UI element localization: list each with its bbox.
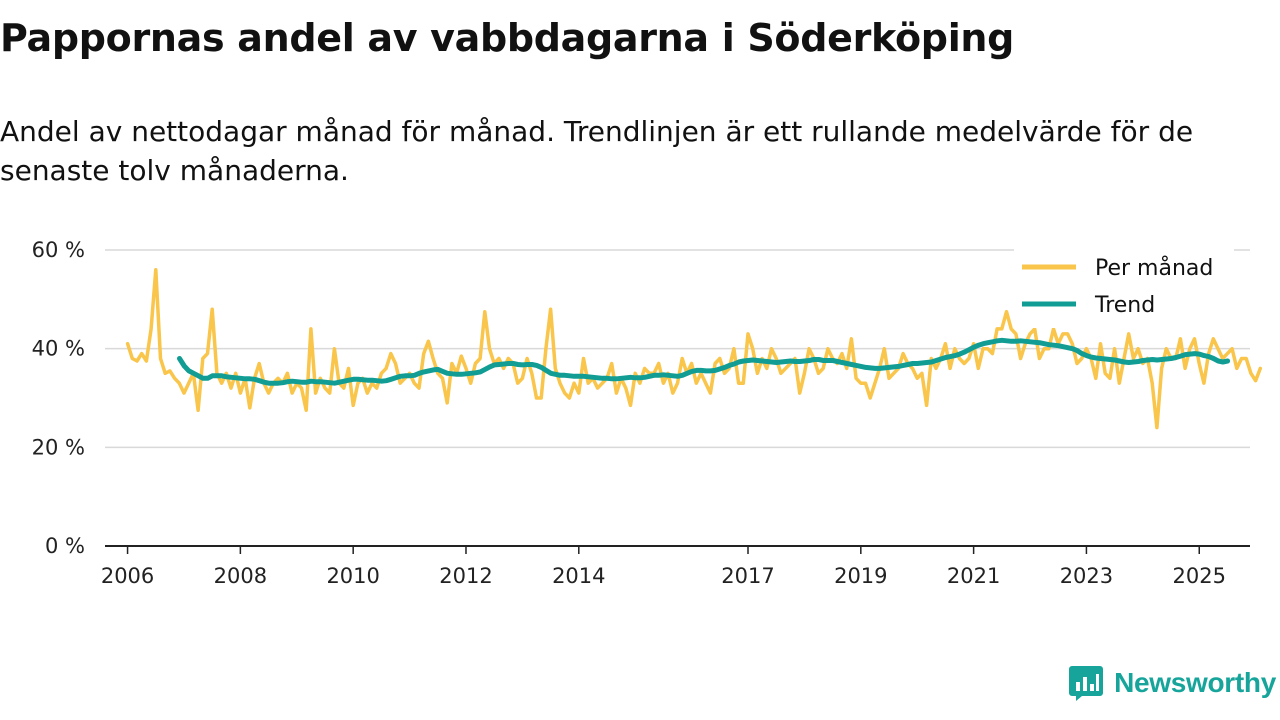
- x-tick-label: 2010: [326, 564, 379, 588]
- page-title: Pappornas andel av vabbdagarna i Söderkö…: [0, 16, 1015, 60]
- x-tick-label: 2006: [101, 564, 154, 588]
- x-tick-label: 2017: [721, 564, 774, 588]
- x-tick-label: 2023: [1060, 564, 1113, 588]
- series-line-trend: [177, 337, 1231, 386]
- legend-background: [1014, 246, 1234, 328]
- line-chart: 0 % 20 % 40 % 60 % 2006 2008 2010 2012 2014 2017…: [32, 238, 1263, 588]
- x-tick-label: 2019: [834, 564, 887, 588]
- x-tick-label: 2014: [552, 564, 605, 588]
- x-tick-label: 2021: [947, 564, 1000, 588]
- y-axis-ticks: 0 % 20 % 40 % 60 %: [32, 238, 85, 558]
- y-tick-label: 40 %: [32, 337, 85, 361]
- x-axis-ticks: 2006 2008 2010 2012 2014 2017 2019 2021 2023 2025: [101, 546, 1226, 588]
- brand-name: Newsworthy: [1114, 667, 1276, 698]
- x-tick-label: 2008: [214, 564, 267, 588]
- legend: Per månad Trend: [1014, 246, 1234, 328]
- y-tick-label: 20 %: [32, 435, 85, 459]
- legend-label-trend: Trend: [1094, 293, 1155, 318]
- brand-logo: Newsworthy: [1068, 664, 1276, 702]
- y-tick-label: 0 %: [45, 534, 85, 558]
- y-tick-label: 60 %: [32, 238, 85, 262]
- chart-logo-icon: [1069, 666, 1104, 701]
- chart-subtitle: Andel av nettodagar månad för månad. Tre…: [0, 115, 1194, 187]
- series-lines: [125, 267, 1263, 430]
- x-tick-label: 2025: [1173, 564, 1226, 588]
- x-tick-label: 2012: [439, 564, 492, 588]
- legend-label-per-manad: Per månad: [1095, 255, 1213, 281]
